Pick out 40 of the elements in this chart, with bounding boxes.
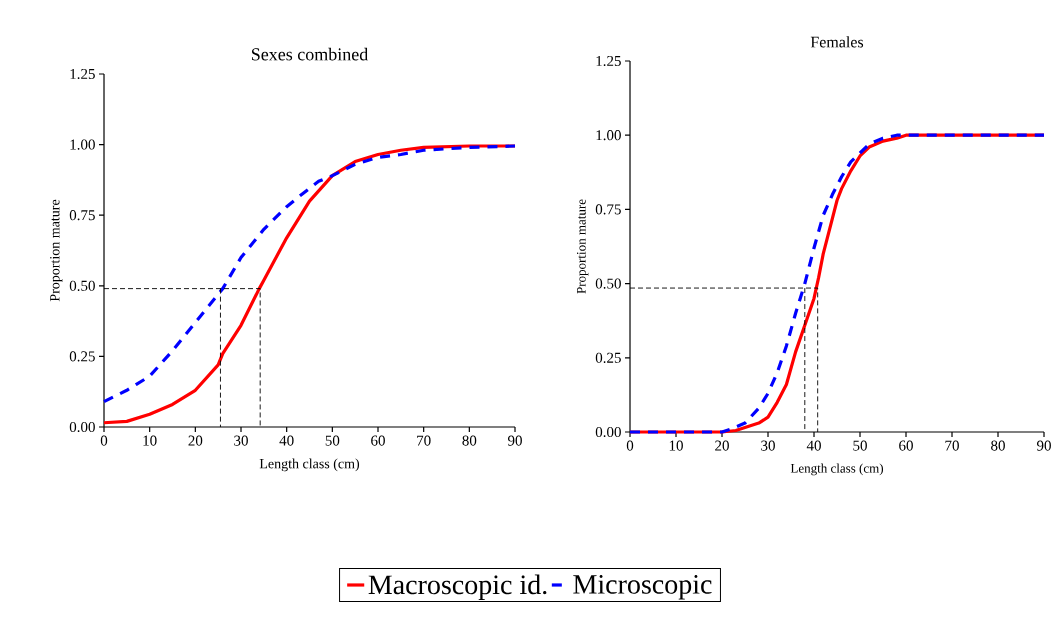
x-tick-label: 50	[853, 440, 867, 451]
y-axis-title: Proportion mature	[576, 199, 589, 294]
chart-title: Sexes combined	[251, 47, 369, 61]
x-tick-label: 30	[761, 440, 775, 451]
y-axis-title: Proportion mature	[50, 199, 63, 302]
y-tick-label: 0.50	[595, 278, 621, 289]
legend-label: Microscopic	[573, 574, 712, 600]
y-tick-label: 1.00	[596, 130, 621, 141]
x-tick-label: 30	[234, 435, 248, 446]
x-axis-title: Length class (cm)	[259, 458, 360, 472]
x-tick-label: 40	[806, 440, 821, 451]
y-tick-label: 0.25	[595, 352, 621, 363]
x-tick-label: 90	[1036, 440, 1051, 451]
y-tick-label: 1.25	[70, 68, 95, 80]
x-tick-label: 40	[279, 435, 294, 446]
chart-title: Females	[810, 36, 864, 48]
x-tick-label: 10	[669, 440, 683, 451]
x-tick-label: 0	[100, 435, 108, 446]
x-tick-label: 20	[715, 440, 729, 451]
x-tick-label: 60	[899, 440, 913, 451]
legend-label: Macroscopic id.	[368, 574, 547, 600]
y-tick-label: 0.75	[69, 210, 95, 221]
x-tick-label: 80	[991, 440, 1005, 451]
y-tick-label: 0.00	[595, 426, 621, 438]
x-axis-title: Length class (cm)	[790, 463, 884, 476]
x-tick-label: 70	[945, 440, 959, 451]
y-tick-label: 1.00	[70, 139, 95, 150]
x-tick-label: 80	[462, 435, 477, 446]
x-tick-label: 10	[143, 435, 157, 446]
x-tick-label: 20	[188, 435, 203, 446]
x-tick-label: 60	[371, 435, 385, 446]
y-tick-label: 1.25	[596, 55, 621, 67]
x-tick-label: 0	[626, 440, 634, 451]
y-tick-label: 0.25	[69, 351, 95, 362]
x-tick-label: 70	[417, 435, 431, 446]
y-tick-label: 0.50	[69, 280, 95, 291]
x-tick-label: 90	[507, 435, 522, 446]
x-tick-label: 50	[325, 435, 340, 446]
y-tick-label: 0.00	[69, 421, 95, 433]
y-tick-label: 0.75	[595, 204, 621, 215]
